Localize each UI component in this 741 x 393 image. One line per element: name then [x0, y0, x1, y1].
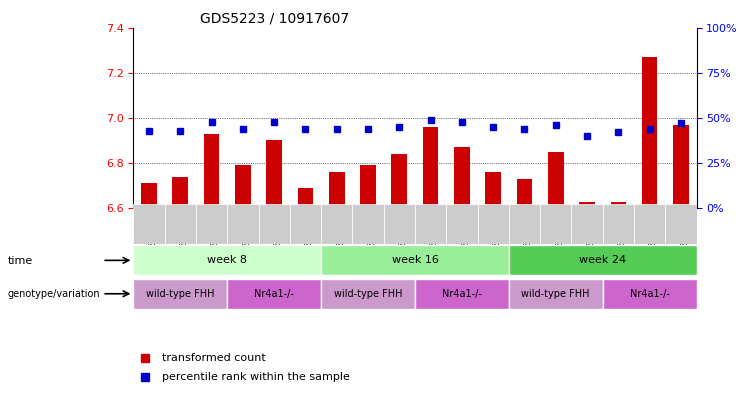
Bar — [454, 147, 470, 208]
FancyBboxPatch shape — [321, 279, 415, 309]
FancyBboxPatch shape — [227, 279, 321, 309]
Text: week 16: week 16 — [391, 255, 439, 265]
Text: GDS5223 / 10917607: GDS5223 / 10917607 — [200, 12, 349, 26]
FancyBboxPatch shape — [415, 204, 446, 244]
Text: wild-type FHH: wild-type FHH — [146, 289, 215, 299]
FancyBboxPatch shape — [509, 279, 602, 309]
Bar — [329, 172, 345, 208]
Bar — [142, 184, 157, 208]
FancyBboxPatch shape — [290, 204, 321, 244]
FancyBboxPatch shape — [634, 204, 665, 244]
Bar — [485, 172, 501, 208]
Bar — [423, 127, 439, 208]
Bar — [611, 202, 626, 208]
Text: week 24: week 24 — [579, 255, 626, 265]
Bar — [235, 165, 250, 208]
FancyBboxPatch shape — [196, 204, 227, 244]
Text: genotype/variation: genotype/variation — [7, 288, 100, 299]
Text: wild-type FHH: wild-type FHH — [522, 289, 590, 299]
Text: time: time — [7, 255, 33, 266]
Text: week 8: week 8 — [207, 255, 247, 265]
Bar — [642, 57, 657, 208]
FancyBboxPatch shape — [321, 245, 509, 275]
FancyBboxPatch shape — [133, 279, 227, 309]
Bar — [548, 152, 564, 208]
FancyBboxPatch shape — [165, 204, 196, 244]
Bar — [204, 134, 219, 208]
FancyBboxPatch shape — [133, 204, 165, 244]
FancyBboxPatch shape — [602, 279, 697, 309]
Bar — [579, 202, 595, 208]
FancyBboxPatch shape — [259, 204, 290, 244]
Text: Nr4a1-/-: Nr4a1-/- — [630, 289, 670, 299]
FancyBboxPatch shape — [415, 279, 509, 309]
Text: transformed count: transformed count — [162, 353, 265, 364]
FancyBboxPatch shape — [227, 204, 259, 244]
Text: percentile rank within the sample: percentile rank within the sample — [162, 372, 350, 382]
Bar — [391, 154, 407, 208]
FancyBboxPatch shape — [353, 204, 384, 244]
FancyBboxPatch shape — [665, 204, 697, 244]
Text: wild-type FHH: wild-type FHH — [333, 289, 402, 299]
FancyBboxPatch shape — [477, 204, 509, 244]
Text: Nr4a1-/-: Nr4a1-/- — [442, 289, 482, 299]
FancyBboxPatch shape — [571, 204, 602, 244]
Bar — [516, 179, 532, 208]
FancyBboxPatch shape — [446, 204, 477, 244]
FancyBboxPatch shape — [384, 204, 415, 244]
FancyBboxPatch shape — [321, 204, 353, 244]
Bar — [266, 141, 282, 208]
Bar — [360, 165, 376, 208]
Bar — [673, 125, 688, 208]
Text: Nr4a1-/-: Nr4a1-/- — [254, 289, 294, 299]
FancyBboxPatch shape — [540, 204, 571, 244]
Bar — [298, 188, 313, 208]
Bar — [173, 177, 188, 208]
FancyBboxPatch shape — [509, 204, 540, 244]
FancyBboxPatch shape — [133, 245, 321, 275]
FancyBboxPatch shape — [509, 245, 697, 275]
FancyBboxPatch shape — [602, 204, 634, 244]
